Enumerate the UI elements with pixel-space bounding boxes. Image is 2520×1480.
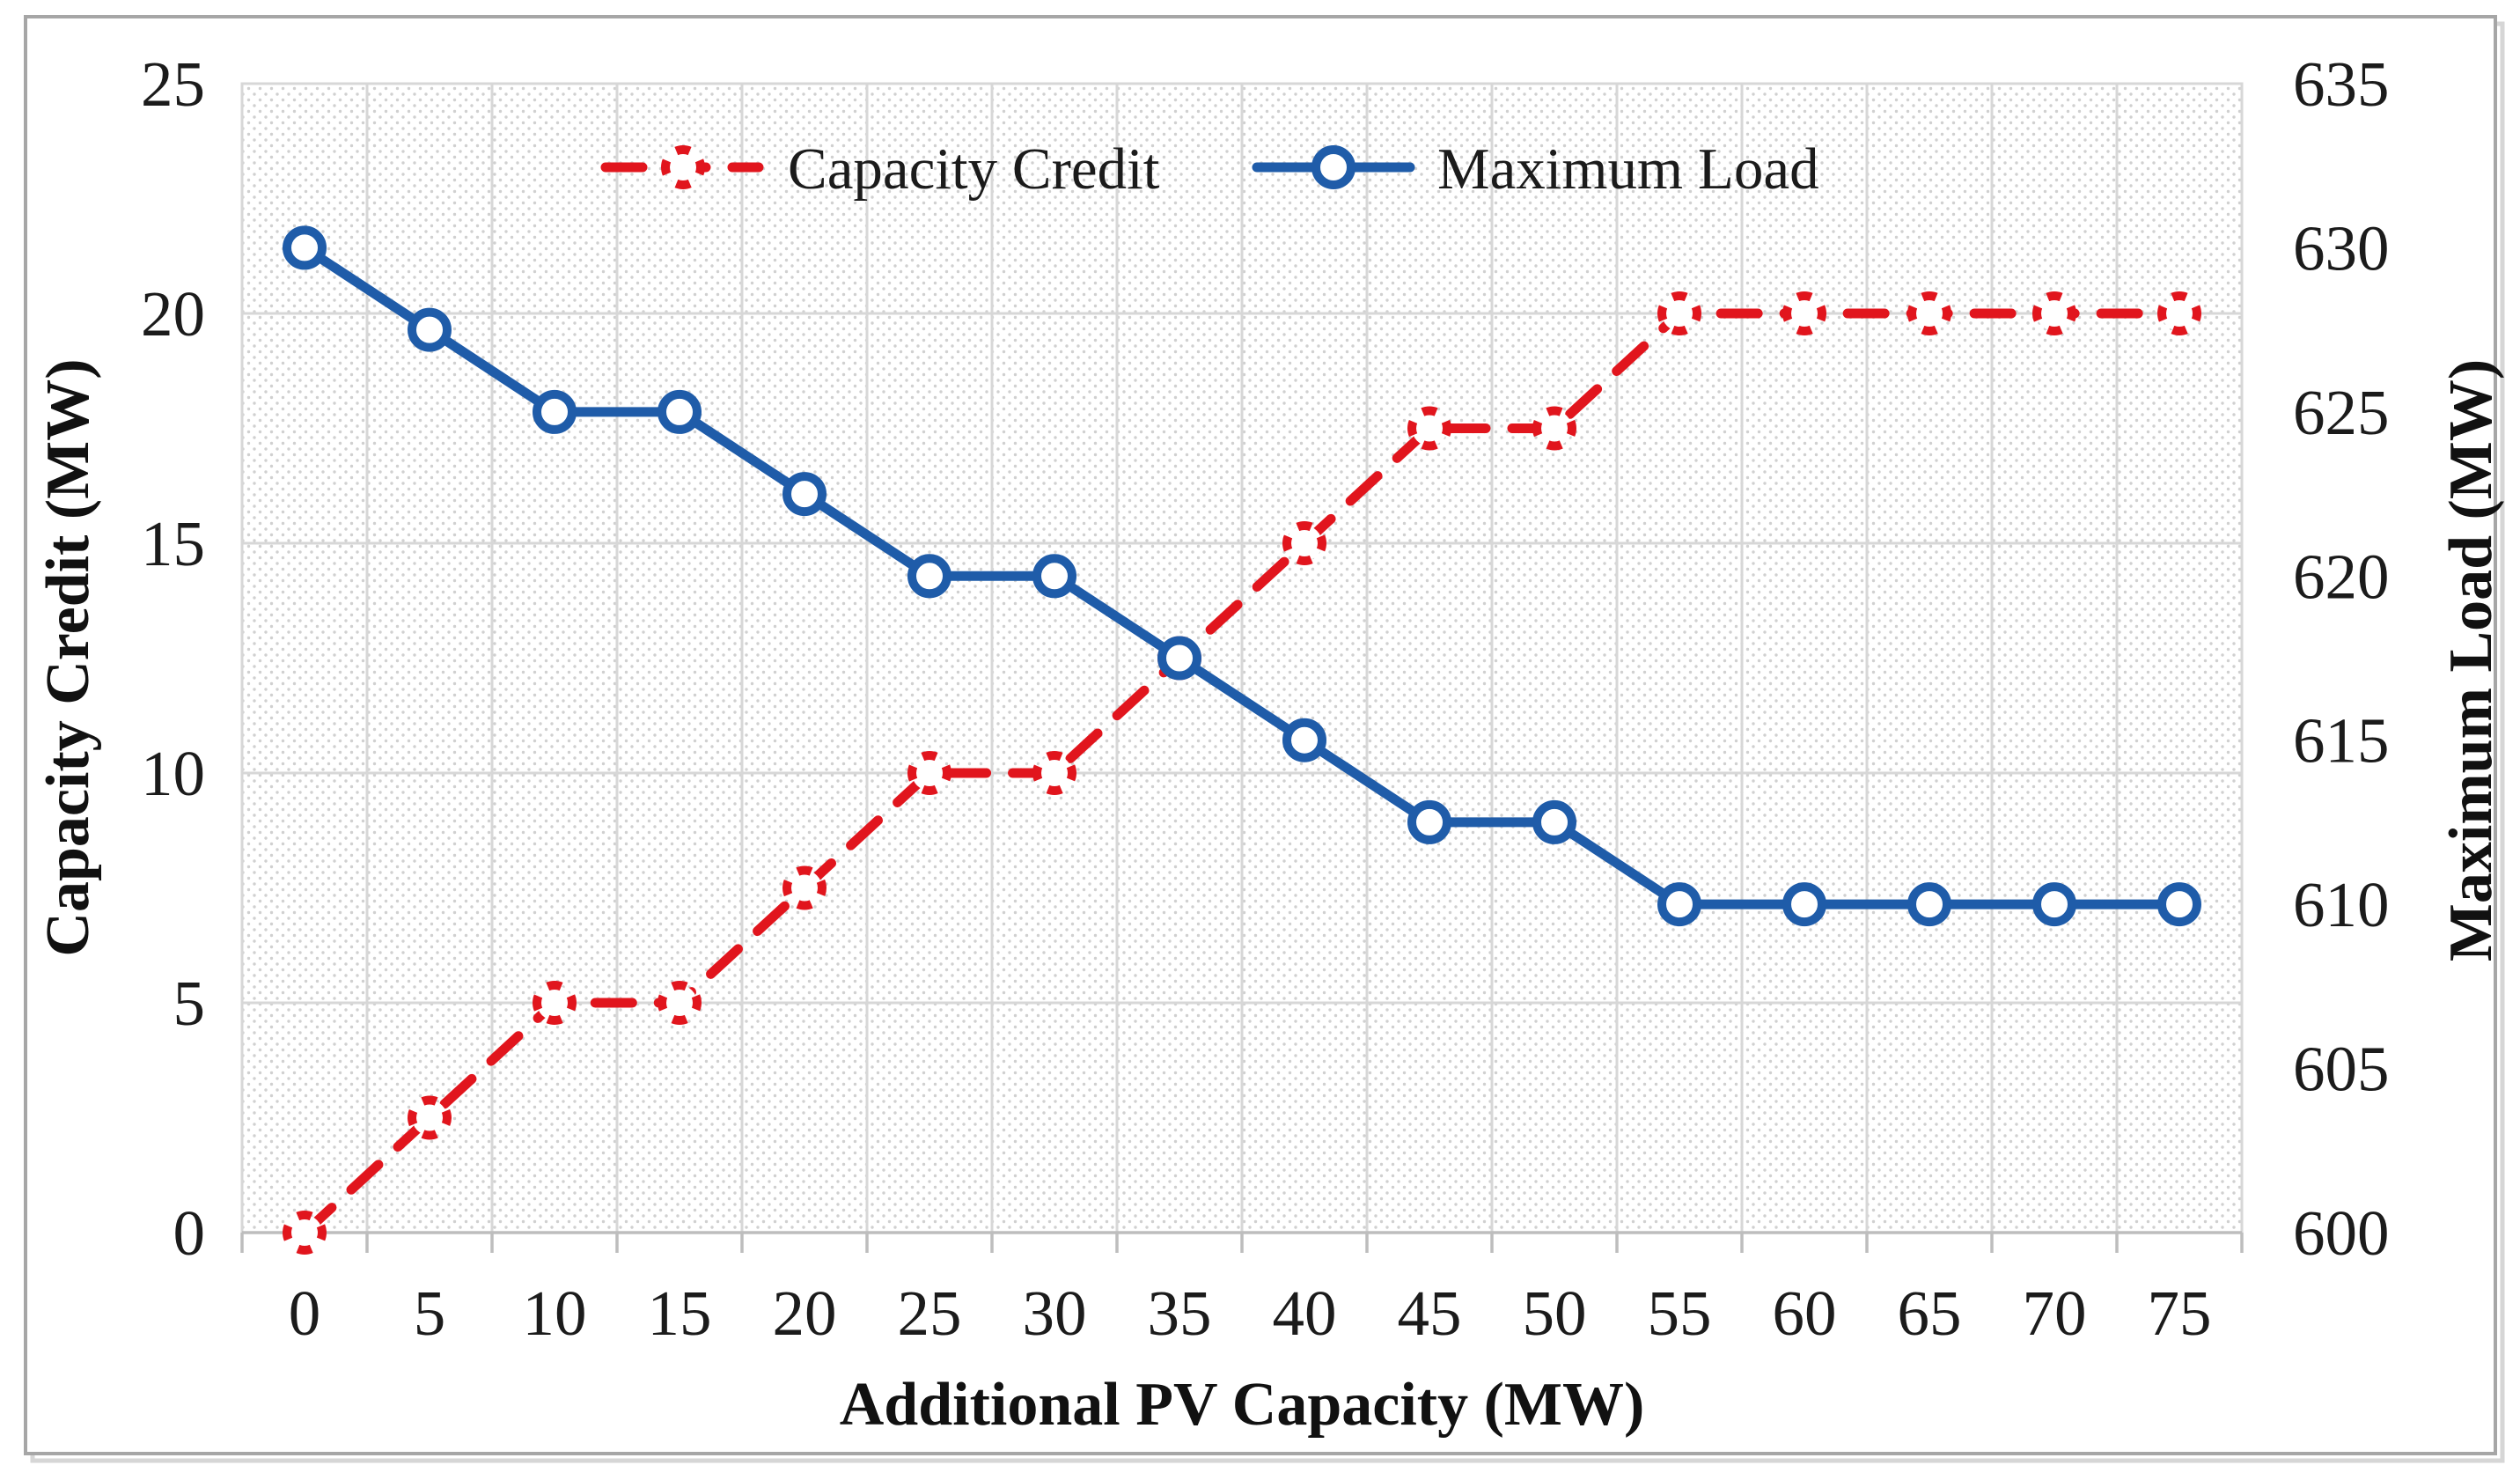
x-axis-tick-label: 55 [1648,1278,1712,1349]
data-point-marker [283,225,327,270]
right-axis-tick-label: 630 [2293,212,2390,283]
left-axis-tick-label: 25 [141,48,205,120]
x-axis-tick-marks [240,1231,2244,1253]
data-point-marker [533,389,577,434]
data-point-marker [658,389,702,434]
right-axis-tick-label: 625 [2293,377,2390,448]
x-axis-tick-label: 30 [1023,1278,1087,1349]
data-point-marker [2157,882,2201,927]
data-point-marker [658,981,702,1025]
data-point-marker [1407,406,1451,451]
series-layer [283,225,2201,1255]
data-point-marker [2032,291,2076,335]
data-point-marker [1407,799,1451,844]
left-axis-title: Capacity Credit (MW) [34,358,102,956]
legend: Capacity Credit Maximum Load [600,136,1819,202]
x-axis-tick-label: 65 [1898,1278,1962,1349]
legend-sample-marker-capacity-credit [661,145,705,189]
x-axis-title: Additional PV Capacity (MW) [840,1371,1645,1439]
data-point-marker [408,307,452,352]
x-axis-tick-label: 10 [523,1278,587,1349]
data-point-marker [1282,521,1326,565]
legend-label-maximum-load: Maximum Load [1437,136,1819,202]
x-axis-tick-label: 70 [2023,1278,2087,1349]
x-axis-tick-label: 40 [1273,1278,1337,1349]
data-point-marker [1907,291,1951,335]
right-axis-tick-label: 615 [2293,705,2390,777]
left-axis-tick-label: 20 [141,278,205,350]
right-axis-tick-label: 620 [2293,541,2390,612]
data-point-marker [782,865,827,910]
data-point-marker [1532,406,1576,451]
x-axis-tick-label: 0 [289,1278,321,1349]
legend-sample-marker-maximum-load [1311,145,1356,189]
data-point-marker [1782,882,1826,927]
data-point-marker [1032,751,1076,795]
x-axis-tick-label: 35 [1148,1278,1212,1349]
gridlines [240,82,2244,1234]
data-point-marker [1907,882,1951,927]
x-axis-tick-label: 50 [1523,1278,1587,1349]
data-point-marker [2157,291,2201,335]
left-axis-tick-label: 10 [141,738,205,809]
data-point-marker [907,554,951,599]
left-axis-tick-label: 15 [141,508,205,579]
left-axis-tick-label: 0 [173,1197,206,1269]
x-axis-tick-label: 45 [1398,1278,1462,1349]
axis-tick-labels: 0 5 10 15 20 25 600 605 610 615 620 625 630 635 0 5 10 15… [141,48,2390,1349]
data-point-marker [1657,291,1701,335]
x-axis-tick-label: 25 [898,1278,962,1349]
x-axis-tick-label: 20 [773,1278,837,1349]
right-axis-tick-label: 600 [2293,1197,2390,1269]
data-point-marker [1782,291,1826,335]
data-point-marker [1657,882,1701,927]
data-point-marker [1157,636,1201,681]
left-axis-tick-label: 5 [173,968,206,1039]
data-point-marker [408,1095,452,1140]
x-axis-tick-label: 75 [2148,1278,2212,1349]
data-point-marker [907,751,951,795]
data-point-marker [2032,882,2076,927]
data-point-marker [533,981,577,1025]
right-axis-tick-label: 610 [2293,869,2390,940]
data-point-marker [1282,718,1326,762]
right-axis-tick-label: 605 [2293,1034,2390,1105]
legend-label-capacity-credit: Capacity Credit [788,136,1160,202]
x-axis-tick-label: 15 [648,1278,712,1349]
x-axis-tick-label: 60 [1773,1278,1837,1349]
right-axis-tick-label: 635 [2293,48,2390,120]
data-point-marker [1032,554,1076,599]
data-point-marker [283,1211,327,1255]
data-point-marker [782,472,827,517]
series-line-maximum-load [299,242,2185,909]
series-line-capacity-credit [299,308,2185,1238]
x-axis-tick-label: 5 [414,1278,446,1349]
data-point-marker [1532,799,1576,844]
right-axis-title: Maximum Load (MW) [2437,359,2505,961]
